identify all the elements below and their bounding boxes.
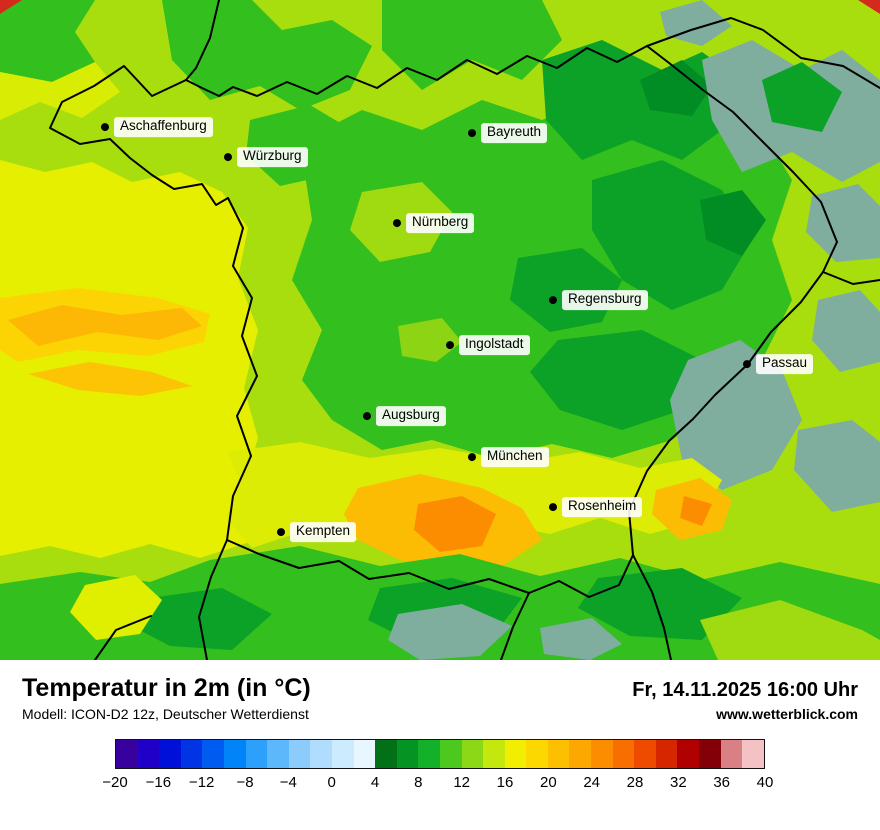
legend-segment bbox=[526, 740, 548, 768]
model-info: Modell: ICON-D2 12z, Deutscher Wetterdie… bbox=[22, 706, 309, 722]
legend-tick-label: −4 bbox=[279, 774, 297, 791]
city-label: Würzburg bbox=[237, 147, 308, 167]
city-label: Augsburg bbox=[376, 406, 446, 426]
city-marker: Aschaffenburg bbox=[101, 117, 213, 137]
legend-labels: −20 −16 −12 −8 −4 0 4 8 12 16 20 24 28 32 36 40 bbox=[102, 774, 773, 794]
city-dot bbox=[549, 296, 557, 304]
legend-segment bbox=[439, 740, 462, 768]
city-dot bbox=[743, 360, 751, 368]
city-dot bbox=[446, 341, 454, 349]
legend-tick-label: 40 bbox=[756, 774, 774, 791]
legend-segment bbox=[461, 740, 484, 768]
legend-segment bbox=[655, 740, 678, 768]
legend-segment bbox=[180, 740, 203, 768]
city-dot bbox=[224, 153, 232, 161]
legend-segment bbox=[504, 740, 527, 768]
legend-segment bbox=[245, 740, 268, 768]
city-marker: Rosenheim bbox=[549, 497, 643, 517]
city-marker: Würzburg bbox=[224, 147, 308, 167]
footer: Temperatur in 2m (in °C) Fr, 14.11.2025 … bbox=[0, 660, 880, 794]
legend-segment bbox=[331, 740, 354, 768]
legend-segment bbox=[742, 740, 764, 768]
legend-bar bbox=[115, 739, 765, 769]
forecast-datetime: Fr, 14.11.2025 16:00 Uhr bbox=[632, 679, 858, 701]
city-label: Kempten bbox=[290, 522, 357, 542]
legend-segment bbox=[223, 740, 246, 768]
page-title: Temperatur in 2m (in °C) bbox=[22, 674, 311, 702]
map-corner-marks bbox=[0, 0, 880, 14]
city-marker: München bbox=[468, 447, 549, 467]
city-marker: Bayreuth bbox=[468, 123, 548, 143]
city-label: Ingolstadt bbox=[459, 335, 530, 355]
legend-tick-label: 36 bbox=[713, 774, 730, 791]
legend-segment bbox=[137, 740, 160, 768]
city-marker: Nürnberg bbox=[393, 213, 475, 233]
legend-tick-label: −12 bbox=[188, 774, 215, 791]
border-lines bbox=[49, 0, 880, 660]
legend-segment bbox=[720, 740, 743, 768]
legend-segment bbox=[418, 740, 440, 768]
city-dot bbox=[468, 453, 476, 461]
legend-tick-label: −16 bbox=[145, 774, 172, 791]
legend-segment bbox=[116, 740, 138, 768]
city-marker: Regensburg bbox=[549, 290, 648, 310]
legend-segment bbox=[591, 740, 613, 768]
legend-tick-label: −8 bbox=[236, 774, 254, 791]
city-dot bbox=[549, 503, 557, 511]
city-dot bbox=[363, 412, 371, 420]
temperature-map: Aschaffenburg Würzburg Bayreuth Nürnberg Reg… bbox=[0, 0, 880, 660]
legend-segment bbox=[677, 740, 700, 768]
city-label: Passau bbox=[756, 354, 814, 374]
legend-segment bbox=[375, 740, 397, 768]
temperature-legend: −20 −16 −12 −8 −4 0 4 8 12 16 20 24 28 32 36 40 bbox=[102, 739, 773, 794]
website-link[interactable]: www.wetterblick.com bbox=[716, 706, 858, 722]
legend-tick-label: 12 bbox=[453, 774, 470, 791]
legend-segment bbox=[396, 740, 419, 768]
legend-tick-label: −20 bbox=[102, 774, 128, 791]
city-dot bbox=[468, 129, 476, 137]
legend-segment bbox=[699, 740, 721, 768]
legend-segment bbox=[267, 740, 289, 768]
legend-segment bbox=[547, 740, 570, 768]
legend-tick-label: 0 bbox=[327, 774, 336, 791]
legend-segment bbox=[288, 740, 311, 768]
city-label: Bayreuth bbox=[481, 123, 548, 143]
legend-tick-label: 20 bbox=[539, 774, 557, 791]
legend-segment bbox=[202, 740, 224, 768]
city-marker: Ingolstadt bbox=[446, 335, 530, 355]
legend-tick-label: 16 bbox=[496, 774, 514, 791]
legend-segment bbox=[634, 740, 656, 768]
city-dot bbox=[393, 219, 401, 227]
city-label: Nürnberg bbox=[406, 213, 475, 233]
legend-tick-label: 28 bbox=[626, 774, 644, 791]
city-dot bbox=[101, 123, 109, 131]
city-label: München bbox=[481, 447, 549, 467]
temperature-field bbox=[0, 0, 880, 660]
legend-segment bbox=[483, 740, 505, 768]
legend-segment bbox=[159, 740, 181, 768]
legend-segment bbox=[353, 740, 376, 768]
city-layer: Aschaffenburg Würzburg Bayreuth Nürnberg Reg… bbox=[101, 117, 814, 542]
legend-segment bbox=[612, 740, 635, 768]
legend-tick-label: 4 bbox=[370, 774, 380, 791]
city-marker: Augsburg bbox=[363, 406, 446, 426]
city-dot bbox=[277, 528, 285, 536]
city-label: Aschaffenburg bbox=[114, 117, 213, 137]
map-graphic bbox=[0, 0, 880, 660]
legend-segment bbox=[569, 740, 592, 768]
city-label: Regensburg bbox=[562, 290, 648, 310]
city-label: Rosenheim bbox=[562, 497, 643, 517]
legend-tick-label: 8 bbox=[414, 774, 423, 791]
city-marker: Kempten bbox=[277, 522, 357, 542]
city-marker: Passau bbox=[743, 354, 814, 374]
legend-segment bbox=[310, 740, 332, 768]
legend-tick-label: 24 bbox=[583, 774, 600, 791]
legend-tick-label: 32 bbox=[669, 774, 687, 791]
